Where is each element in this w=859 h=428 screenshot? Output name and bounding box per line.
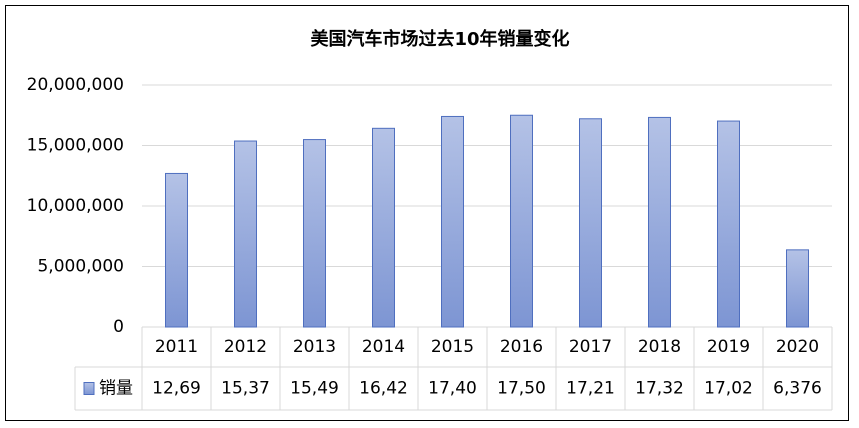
x-tick-label: 2017 <box>569 337 612 357</box>
data-table-value: 15,49 <box>290 379 339 399</box>
y-tick-label: 15,000,000 <box>27 136 124 156</box>
data-table-value: 6,376 <box>773 379 822 399</box>
data-table-value: 17,02 <box>704 379 753 399</box>
data-table-value: 15,37 <box>221 379 270 399</box>
bar <box>372 127 395 328</box>
bar <box>579 118 602 328</box>
y-tick-label: 10,000,000 <box>27 196 124 216</box>
legend-label: 销量 <box>99 379 133 399</box>
y-tick-label: 0 <box>113 317 124 337</box>
x-tick-label: 2011 <box>155 337 198 357</box>
x-tick-label: 2018 <box>638 337 681 357</box>
data-table-value: 17,40 <box>428 379 477 399</box>
bar <box>510 114 533 328</box>
bar <box>786 249 809 328</box>
x-tick-label: 2016 <box>500 337 543 357</box>
data-table-value: 17,50 <box>497 379 546 399</box>
x-tick-label: 2013 <box>293 337 336 357</box>
legend-swatch <box>83 382 95 395</box>
bar <box>303 139 326 328</box>
data-table-value: 17,21 <box>566 379 615 399</box>
chart-title: 美国汽车市场过去10年销量变化 <box>310 28 569 50</box>
data-table-value: 12,69 <box>152 379 201 399</box>
y-tick-label: 20,000,000 <box>27 75 124 95</box>
x-tick-label: 2012 <box>224 337 267 357</box>
y-tick-label: 5,000,000 <box>37 257 124 277</box>
x-tick-label: 2019 <box>707 337 750 357</box>
bar <box>165 172 188 328</box>
x-tick-label: 2015 <box>431 337 474 357</box>
data-table-value: 17,32 <box>635 379 684 399</box>
bar <box>717 120 740 328</box>
chart-frame <box>5 5 849 421</box>
bar <box>648 116 671 328</box>
bar <box>441 115 464 328</box>
x-tick-label: 2014 <box>362 337 405 357</box>
data-table-value: 16,42 <box>359 379 408 399</box>
bar <box>234 140 257 328</box>
x-tick-label: 2020 <box>776 337 819 357</box>
